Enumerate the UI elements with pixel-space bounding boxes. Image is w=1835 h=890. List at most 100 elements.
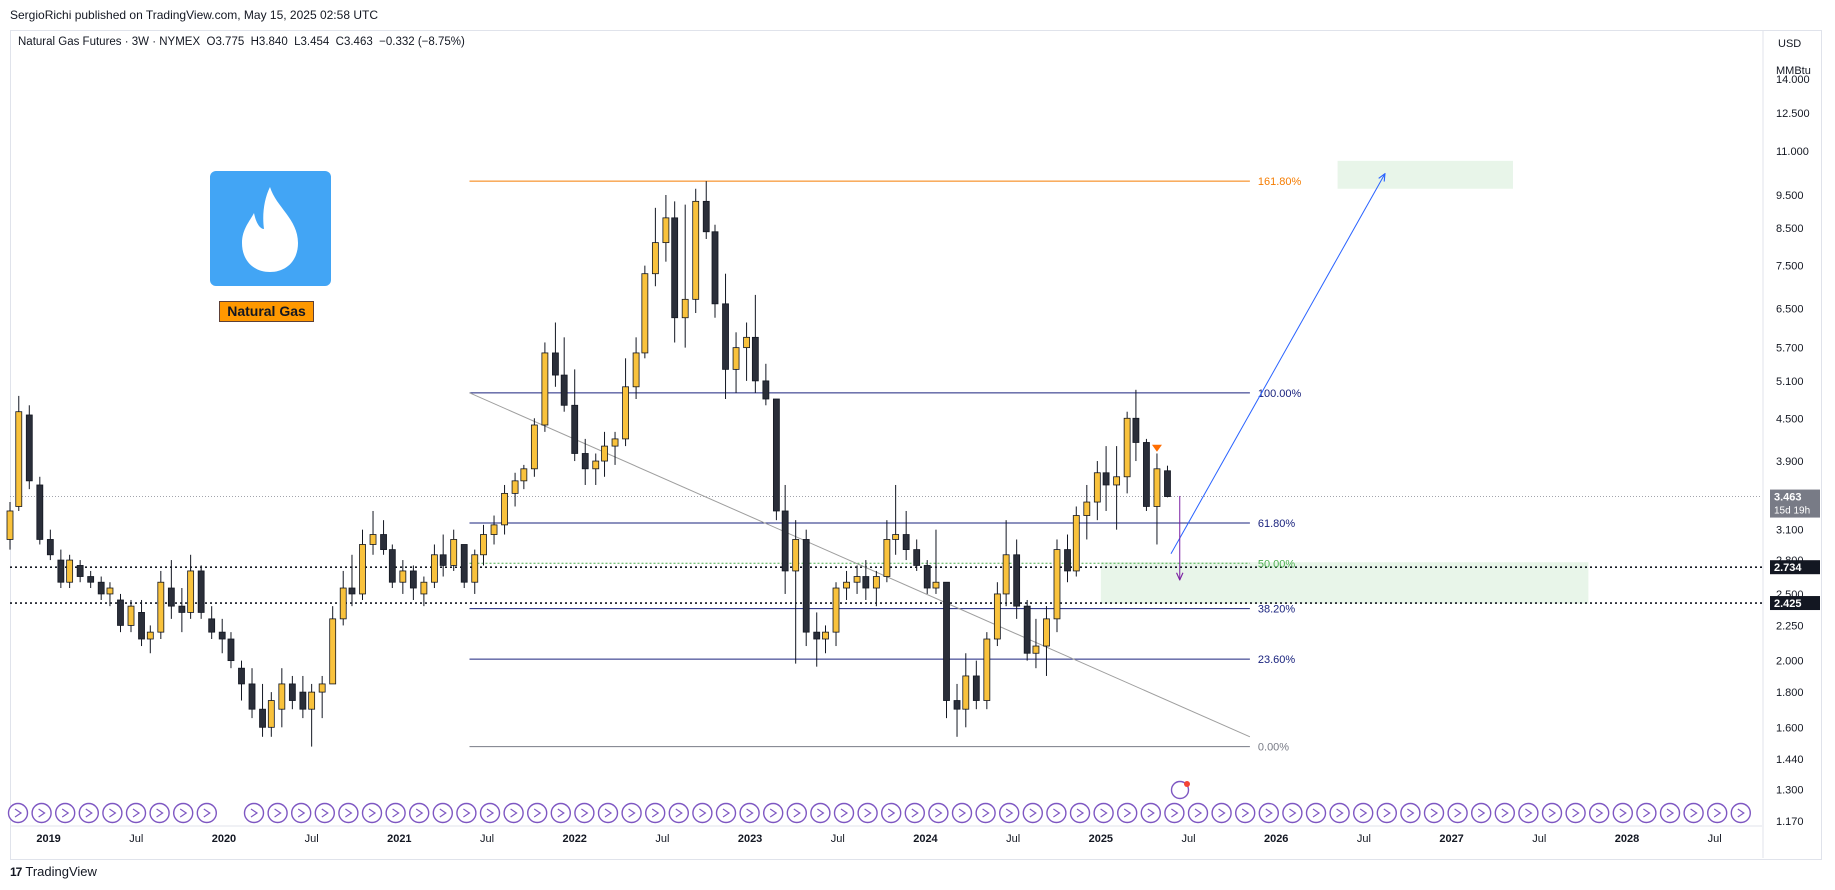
candle-body (157, 581, 165, 633)
x-tick-label: 2026 (1264, 833, 1288, 845)
candle-body (6, 510, 14, 540)
candle-body (641, 273, 649, 354)
candle-body (348, 587, 356, 595)
candle-body (560, 374, 568, 406)
y-tick-label: 3.100 (1776, 525, 1804, 537)
event-icon (1447, 802, 1468, 824)
event-icon (550, 802, 571, 824)
event-icon (999, 802, 1020, 824)
event-icon (54, 802, 76, 824)
candle-body (751, 336, 759, 382)
candle-body (15, 411, 23, 507)
price-tag-2.425 (1770, 596, 1820, 611)
event-icon (810, 802, 831, 824)
tradingview-footer[interactable]: 17 TradingView (10, 864, 97, 879)
event-chevron-icon (1289, 808, 1297, 818)
target-zone-0 (1100, 562, 1589, 604)
event-chevron-icon (415, 808, 424, 818)
y-tick-label: 2.000 (1776, 656, 1804, 668)
x-tick-label: 2027 (1439, 833, 1463, 845)
candle-body (197, 570, 205, 613)
event-icon (833, 802, 855, 824)
event-icon (78, 802, 100, 824)
event-chevron-icon (1454, 808, 1462, 818)
event-icon (1046, 802, 1067, 824)
event-chevron-icon (628, 808, 636, 818)
candle-body (892, 534, 900, 540)
tradingview-logo-icon: 17 (10, 864, 22, 879)
candle-body (983, 638, 991, 701)
x-tick-label: Jul (1708, 833, 1722, 845)
event-chevron-icon (297, 808, 306, 818)
candle-body (57, 559, 65, 583)
candle-body (632, 352, 640, 388)
event-icon (1470, 802, 1492, 824)
event-icon (1352, 802, 1374, 824)
event-icon (1069, 802, 1091, 824)
y-tick-label: 4.500 (1776, 413, 1804, 425)
event-chevron-icon (651, 808, 660, 818)
event-chevron-icon (581, 808, 589, 818)
candle-body (792, 539, 800, 572)
candle-body (471, 554, 479, 583)
event-chevron-icon (1171, 808, 1179, 818)
candle-body (187, 570, 195, 613)
event-chevron-icon (1336, 808, 1344, 818)
countdown-text: 15d 19h (1774, 506, 1810, 517)
y-tick-label: 1.170 (1776, 816, 1804, 828)
event-icon (1518, 802, 1539, 824)
event-icon (621, 802, 642, 824)
candle-body (178, 605, 186, 613)
fib-label-61.80%: 61.80% (1258, 518, 1296, 530)
event-chevron-icon (935, 808, 943, 818)
candle-body (267, 700, 275, 728)
event-chevron-icon (958, 808, 967, 818)
event-icon (267, 802, 288, 824)
event-chevron-icon (85, 808, 93, 818)
event-icon (1164, 802, 1185, 824)
price-tag-2.734 (1770, 560, 1820, 575)
unit-label: MMBtu (1776, 65, 1811, 77)
candle-body (883, 539, 891, 577)
candle-body (1064, 549, 1071, 572)
event-chevron-icon (179, 808, 188, 818)
candle-body (218, 631, 226, 640)
event-chevron-icon (1029, 808, 1037, 818)
fib-label-0.00%: 0.00% (1258, 742, 1289, 754)
event-icon (1305, 802, 1327, 824)
event-chevron-icon (982, 808, 990, 818)
candle-body (1032, 645, 1040, 654)
y-tick-label: 8.500 (1776, 223, 1804, 235)
y-tick-label: 7.500 (1776, 261, 1804, 273)
event-icon (125, 802, 147, 824)
event-icon (1140, 802, 1162, 824)
event-chevron-icon (1194, 808, 1203, 818)
candle-body (932, 581, 940, 589)
x-tick-label: 2020 (212, 833, 236, 845)
y-tick-label: 14.000 (1776, 74, 1810, 86)
target-zone-1 (1337, 160, 1513, 189)
x-tick-label: 2024 (913, 833, 938, 845)
event-icon (409, 802, 430, 824)
candle-body (66, 559, 74, 583)
event-icon (928, 802, 949, 824)
event-chevron-icon (1643, 808, 1651, 818)
event-icon (668, 802, 689, 824)
fib-label-23.60%: 23.60% (1258, 654, 1296, 666)
candle-body (1072, 515, 1080, 572)
event-icon (739, 802, 760, 824)
event-chevron-icon (1053, 808, 1061, 818)
candle-body (681, 298, 689, 319)
event-chevron-icon (250, 808, 259, 818)
x-tick-label: Jul (831, 833, 845, 845)
symbol-info[interactable]: Natural Gas Futures · 3W · NYMEX O3.775 … (18, 36, 465, 48)
x-tick-label: Jul (655, 833, 669, 845)
event-icon (1423, 802, 1445, 824)
candle-body (943, 581, 950, 701)
event-icon (1494, 802, 1516, 824)
candle-body (722, 303, 729, 370)
fib-label-38.20%: 38.20% (1258, 604, 1296, 616)
event-chevron-icon (1548, 808, 1557, 818)
candle-body (1132, 417, 1140, 443)
